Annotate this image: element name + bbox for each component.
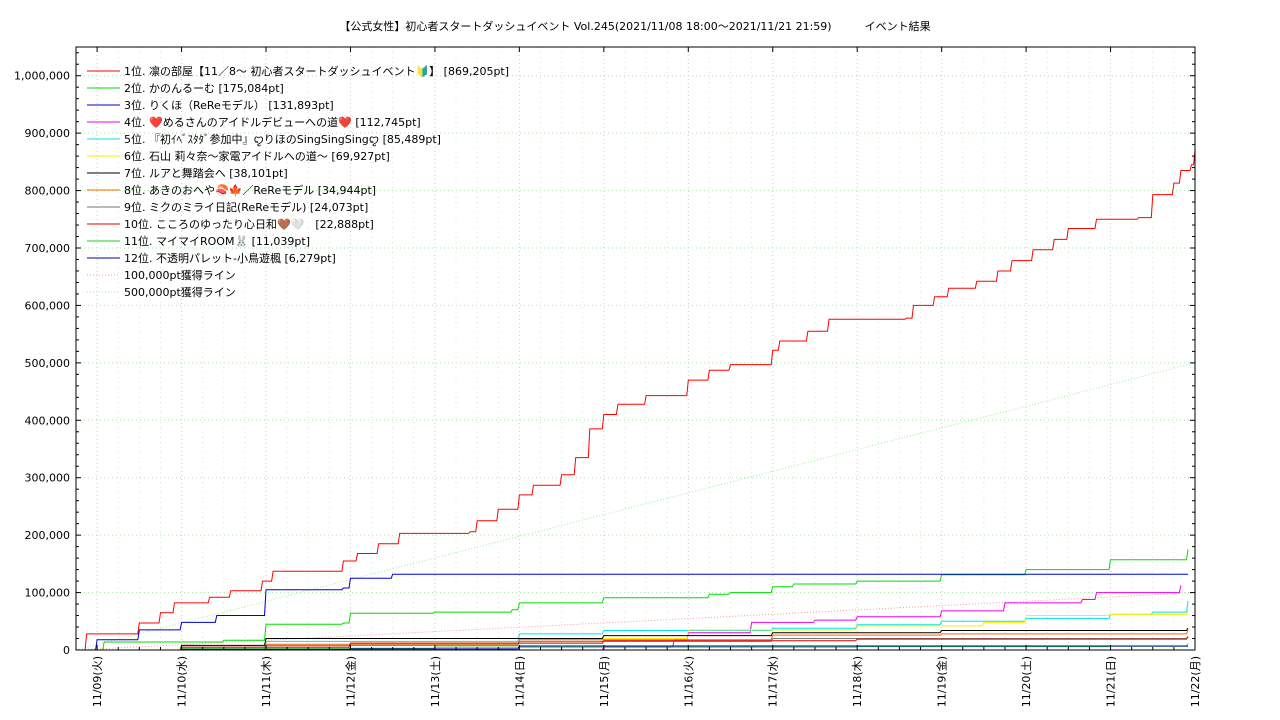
x-tick-label: 11/14(日): [513, 656, 526, 707]
y-tick-label: 500,000: [25, 357, 71, 370]
y-tick-label: 1,000,000: [14, 70, 70, 83]
reference-lines: [75, 362, 1196, 651]
y-tick-label: 900,000: [25, 127, 71, 140]
plot-frame: [75, 46, 1196, 651]
x-tick-label: 11/09(火): [91, 656, 104, 707]
legend-label: 8位. あきのおへや🍣🍁／ReReモデル [34,944pt]: [124, 183, 376, 197]
x-tick-label: 11/21(日): [1105, 656, 1118, 707]
legend-label: 11位. マイマイROOM🐰 [11,039pt]: [124, 234, 310, 248]
legend-label: 5位. 『初ｲﾍﾞｽﾀﾀﾞ参加中』ꨄりほのSingSingSingꨄ [85,4…: [124, 132, 441, 147]
x-axis-ticks: 11/09(火) 11/10(水) 11/11(木) 11/12(金) 11/13(土)…: [75, 47, 1202, 707]
y-tick-label: 100,000: [25, 587, 71, 600]
x-tick-label: 11/11(木): [260, 656, 273, 707]
legend-label: 100,000pt獲得ライン: [124, 269, 236, 282]
y-tick-label: 400,000: [25, 414, 71, 427]
x-tick-label: 11/17(水): [767, 656, 780, 707]
y-tick-label: 200,000: [25, 529, 71, 542]
legend: 1位. 凛の部屋【11／8〜 初心者スタートダッシュイベント🔰】 [869,20…: [87, 64, 509, 299]
legend-label: 3位. りくほ（ReReモデル） [131,893pt]: [124, 98, 334, 112]
x-tick-label: 11/22(月): [1189, 656, 1202, 707]
series-line: [76, 549, 1189, 651]
series-line: [76, 573, 1189, 651]
x-tick-label: 11/13(土): [429, 656, 442, 707]
reference-line: [75, 362, 1196, 651]
legend-label: 1位. 凛の部屋【11／8〜 初心者スタートダッシュイベント🔰】 [869,20…: [124, 64, 509, 78]
x-tick-label: 11/19(金): [935, 656, 949, 707]
chart-title: 【公式女性】初心者スタートダッシュイベント Vol.245(2021/11/08…: [339, 19, 930, 33]
series-line: [547, 585, 1182, 651]
y-tick-label: 600,000: [25, 299, 71, 312]
legend-label: 10位. こころのゆったり心日和🤎🤍 [22,888pt]: [124, 217, 374, 231]
legend-label: 500,000pt獲得ライン: [124, 286, 236, 299]
x-tick-label: 11/15(月): [598, 656, 611, 707]
legend-label: 2位. かのんるーむ [175,084pt]: [124, 81, 284, 95]
x-tick-label: 11/12(金): [343, 656, 357, 707]
x-tick-label: 11/16(火): [682, 656, 695, 707]
x-tick-label: 11/10(水): [176, 656, 189, 707]
series-line: [76, 600, 1189, 651]
legend-label: 9位. ミクのミライ日記(ReReモデル) [24,073pt]: [124, 200, 368, 214]
legend-label: 12位. 不透明パレット-小鳥遊楓 [6,279pt]: [124, 251, 336, 265]
grid: [75, 47, 1196, 651]
y-axis-ticks: 0 100,000 200,000 300,000 400,000 500,000 600,…: [14, 52, 1195, 657]
series-line: [76, 150, 1196, 651]
y-tick-label: 300,000: [25, 472, 71, 485]
legend-label: 4位. ❤️めるさんのアイドルデビューへの道❤️ [112,745pt]: [124, 115, 421, 129]
x-tick-label: 11/18(木): [851, 656, 864, 707]
x-tick-label: 11/20(土): [1020, 656, 1033, 707]
legend-label: 7位. ルアと舞踏会へ [38,101pt]: [124, 166, 288, 180]
legend-label: 6位. 石山 莉々奈〜家電アイドルへの道〜 [69,927pt]: [124, 149, 390, 163]
y-tick-label: 0: [63, 644, 70, 657]
y-tick-label: 800,000: [25, 185, 71, 198]
y-tick-label: 700,000: [25, 242, 71, 255]
